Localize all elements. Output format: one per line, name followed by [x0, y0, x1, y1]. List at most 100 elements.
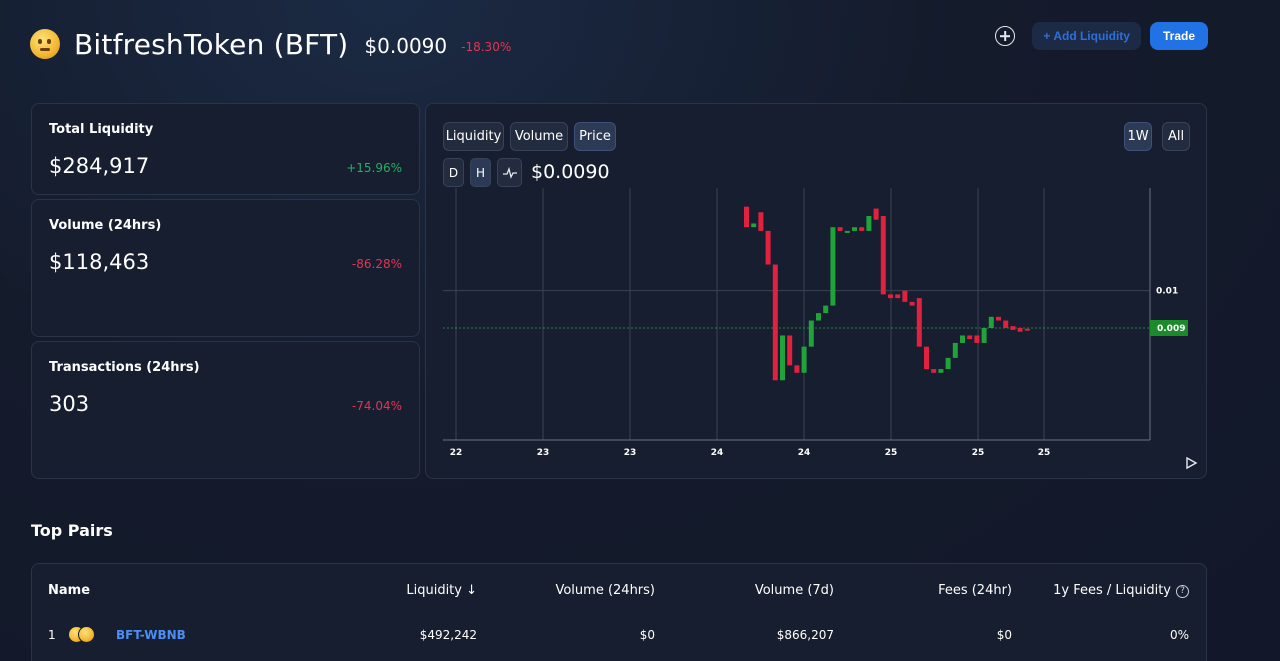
token-price: $0.0090 — [364, 34, 448, 58]
candle — [902, 290, 908, 302]
candle — [1024, 328, 1030, 331]
play-icon[interactable] — [1184, 456, 1198, 470]
candle — [1003, 320, 1009, 328]
header-actions: + Add Liquidity Trade — [995, 22, 1208, 50]
x-tick-label: 25 — [972, 448, 985, 458]
column-header-fees-liquidity[interactable]: 1y Fees / Liquidity? — [1053, 583, 1189, 598]
candle — [866, 216, 872, 231]
range-1w-button[interactable]: 1W — [1124, 122, 1152, 151]
total-liquidity-card: Total Liquidity $284,917 +15.96% — [31, 103, 420, 195]
token-price-change: -18.30% — [461, 40, 512, 54]
candle — [772, 264, 778, 381]
token-logo-icon — [30, 29, 60, 59]
y-tick-label: 0.01 — [1156, 287, 1178, 297]
x-tick-label: 25 — [885, 448, 898, 458]
x-tick-label: 25 — [1038, 448, 1051, 458]
candle — [744, 206, 749, 228]
interval-day-button[interactable]: D — [443, 158, 464, 187]
interval-hour-button[interactable]: H — [470, 158, 491, 187]
pair-token-logos — [68, 626, 96, 644]
price-chart[interactable]: 22 23 23 24 24 25 25 25 0.01 0.009 — [426, 104, 1208, 480]
trade-button[interactable]: Trade — [1149, 22, 1208, 50]
candle — [801, 346, 807, 373]
stat-value: 303 — [49, 392, 90, 416]
candle — [888, 294, 893, 299]
x-tick-label: 22 — [450, 448, 463, 458]
candle — [952, 342, 958, 358]
candle — [988, 316, 994, 328]
x-tick-label: 24 — [798, 448, 811, 458]
candle — [924, 346, 929, 370]
candle — [873, 208, 879, 220]
row-volume-24h: $0 — [639, 628, 655, 642]
candle — [844, 230, 850, 233]
current-price-label-bg — [1150, 320, 1188, 336]
candle — [758, 212, 764, 231]
candle — [895, 294, 901, 299]
candle — [996, 316, 1001, 321]
range-all-button[interactable]: All — [1162, 122, 1190, 151]
candle — [960, 335, 965, 343]
candle — [859, 227, 865, 231]
chart-current-price: $0.0090 — [531, 161, 610, 183]
pair-link[interactable]: BFT-WBNB — [116, 628, 186, 642]
volume-24h-card: Volume (24hrs) $118,463 -86.28% — [31, 199, 420, 337]
column-header-name[interactable]: Name — [48, 583, 91, 598]
top-pairs-title: Top Pairs — [31, 521, 113, 540]
tab-price[interactable]: Price — [574, 122, 616, 151]
stat-value: $118,463 — [49, 250, 150, 274]
help-icon[interactable]: ? — [1176, 585, 1189, 598]
candle — [830, 227, 836, 306]
candle — [808, 320, 814, 347]
candle — [852, 227, 857, 231]
chart-panel: 22 23 23 24 24 25 25 25 0.01 0.009 Liquidity Volu… — [425, 103, 1207, 479]
candle — [837, 227, 843, 231]
stat-change: -74.04% — [351, 399, 402, 413]
stat-title: Volume (24hrs) — [49, 218, 162, 233]
candle — [816, 313, 821, 321]
add-token-plus-icon[interactable] — [995, 26, 1016, 46]
candle — [1017, 328, 1023, 332]
tab-volume[interactable]: Volume — [510, 122, 568, 151]
top-pairs-table: Name Liquidity ↓ Volume (24hrs) Volume (… — [31, 563, 1207, 661]
row-volume-7d: $866,207 — [776, 628, 834, 642]
column-header-fees-24h[interactable]: Fees (24hr) — [938, 583, 1012, 598]
x-tick-label: 24 — [711, 448, 724, 458]
line-chart-toggle-icon[interactable] — [497, 158, 522, 187]
candle — [787, 335, 793, 366]
x-tick-label: 23 — [537, 448, 550, 458]
candle — [981, 328, 987, 343]
transactions-24h-card: Transactions (24hrs) 303 -74.04% — [31, 341, 420, 479]
token-header: BitfreshToken (BFT) $0.0090 -18.30% — [30, 24, 511, 64]
token-name: BitfreshToken (BFT) — [74, 27, 349, 61]
candle — [909, 301, 915, 306]
candle — [1010, 326, 1016, 330]
row-index: 1 — [48, 628, 56, 642]
candle — [765, 230, 771, 265]
candle — [931, 369, 937, 373]
tab-liquidity[interactable]: Liquidity — [443, 122, 504, 151]
stat-change: +15.96% — [346, 161, 402, 175]
row-fees-liquidity: 0% — [1169, 628, 1189, 642]
candle — [974, 335, 980, 343]
add-liquidity-button[interactable]: + Add Liquidity — [1032, 22, 1141, 50]
column-header-volume-7d[interactable]: Volume (7d) — [754, 583, 834, 598]
stat-value: $284,917 — [49, 154, 150, 178]
candle — [967, 335, 973, 340]
candle — [880, 216, 886, 295]
candle — [945, 357, 951, 370]
stat-title: Transactions (24hrs) — [49, 360, 200, 375]
candle — [751, 223, 757, 228]
stat-title: Total Liquidity — [49, 122, 154, 137]
column-header-liquidity[interactable]: Liquidity ↓ — [406, 583, 477, 598]
column-header-volume-24h[interactable]: Volume (24hrs) — [555, 583, 655, 598]
candle — [823, 305, 829, 314]
candle — [916, 298, 922, 347]
row-fees-24h: $0 — [996, 628, 1012, 642]
x-tick-label: 23 — [624, 448, 637, 458]
candle — [794, 365, 800, 373]
current-price-label: 0.009 — [1157, 324, 1185, 334]
candle — [938, 369, 944, 373]
column-header-fees-liquidity-label: 1y Fees / Liquidity — [1053, 583, 1171, 598]
stat-change: -86.28% — [351, 257, 402, 271]
